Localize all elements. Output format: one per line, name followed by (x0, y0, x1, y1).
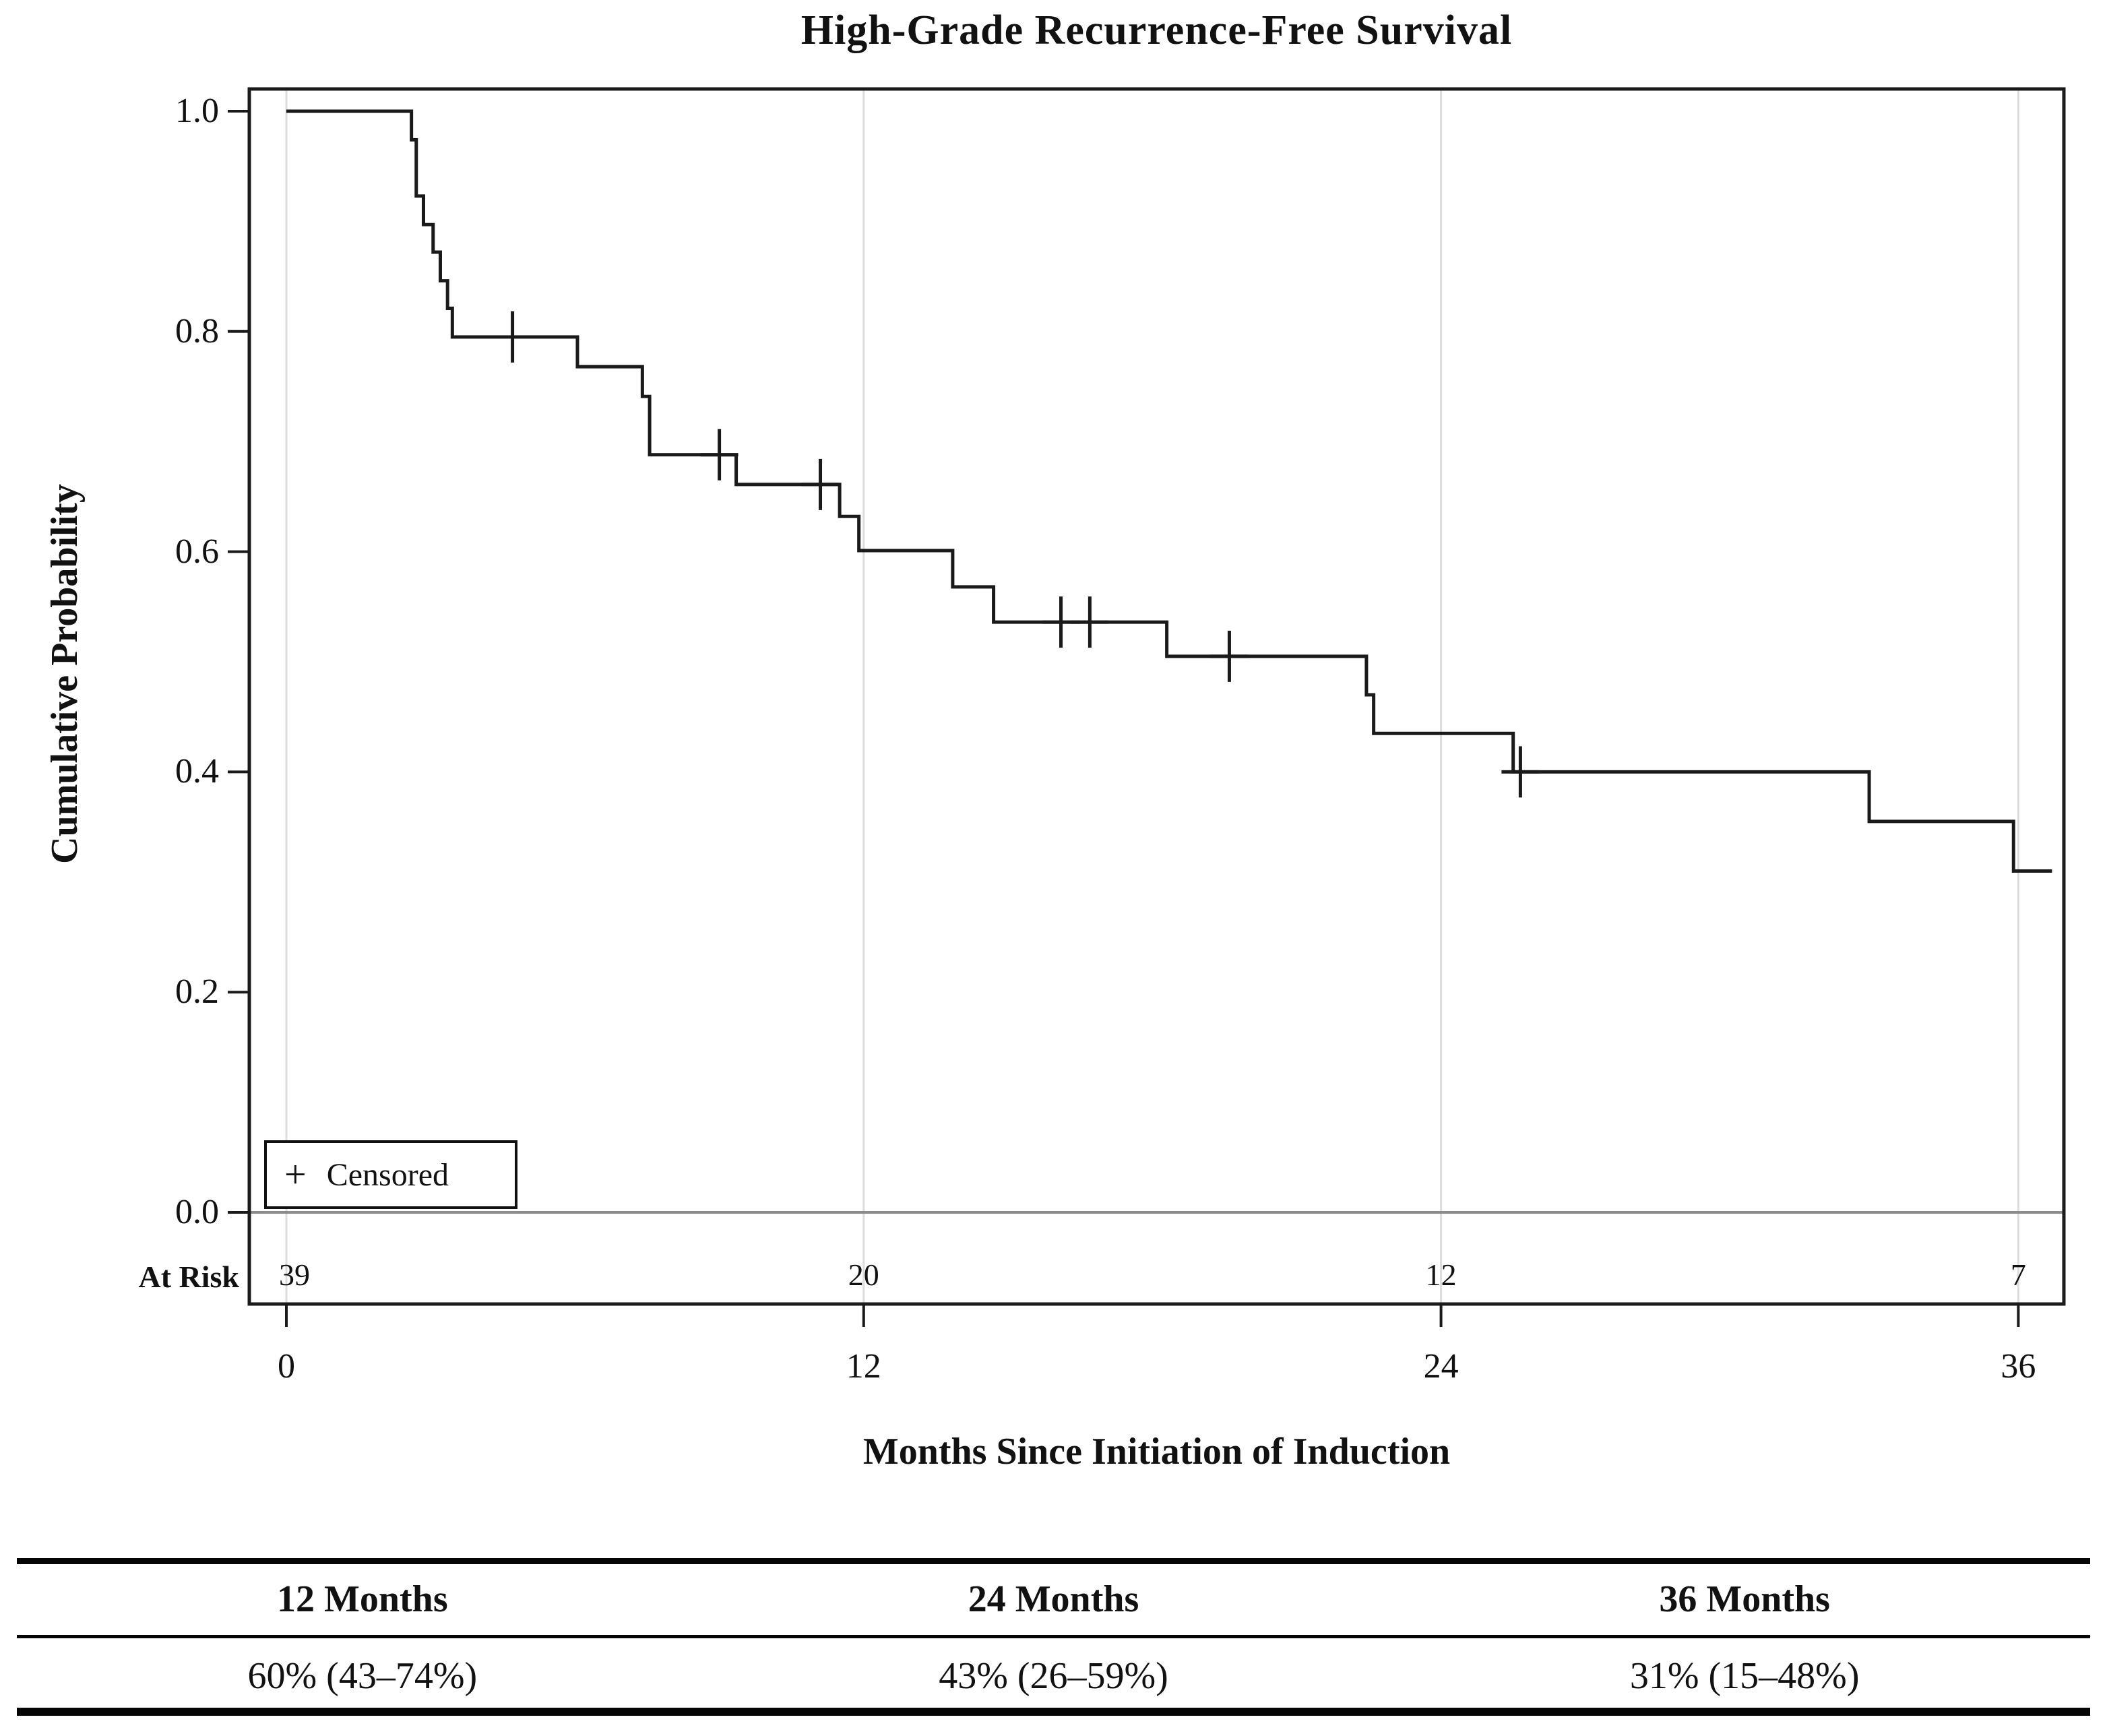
at-risk-count-24: 12 (1425, 1258, 1457, 1292)
censor-plus-icon: + (284, 1152, 307, 1196)
summary-table-value-row: 60% (43–74%) 43% (26–59%) 31% (15–48%) (17, 1654, 2090, 1698)
table-rule-top (17, 1558, 2090, 1564)
table-value-cell: 60% (43–74%) (247, 1655, 478, 1697)
x-axis-title: Months Since Initiation of Induction (862, 1431, 1451, 1472)
chart-title: High-Grade Recurrence-Free Survival (800, 7, 1513, 53)
x-tick-label: 0 (278, 1347, 295, 1386)
y-axis-title: Cumulative Probability (44, 484, 86, 864)
at-risk-label: At Risk (138, 1260, 239, 1294)
table-rule-bottom (17, 1708, 2090, 1716)
at-risk-count-36: 7 (2010, 1258, 2026, 1292)
table-value-cell: 43% (26–59%) (939, 1655, 1168, 1697)
table-rule-middle (17, 1635, 2090, 1638)
y-tick-label: 0.0 (175, 1193, 219, 1231)
table-header-cell: 24 Months (968, 1578, 1139, 1620)
plot-frame (247, 87, 2066, 1306)
y-tick-label: 0.8 (175, 311, 219, 350)
x-tick-label: 12 (846, 1347, 881, 1386)
y-tick-label: 0.2 (175, 972, 219, 1012)
x-tick-label: 24 (1423, 1347, 1459, 1386)
x-tick-label: 36 (2001, 1347, 2036, 1386)
table-value-cell: 31% (15–48%) (1629, 1655, 1860, 1697)
y-tick-label: 1.0 (175, 92, 219, 130)
censored-legend-label: Censored (326, 1156, 449, 1193)
km-curve (286, 109, 2052, 873)
y-tick-label: 0.4 (175, 752, 219, 791)
summary-table-header-row: 12 Months 24 Months 36 Months (17, 1577, 2090, 1621)
at-risk-count-0: 39 (279, 1258, 310, 1292)
censored-legend: + Censored (264, 1140, 517, 1209)
y-tick-label: 0.6 (175, 532, 219, 571)
table-header-cell: 36 Months (1659, 1578, 1830, 1620)
table-header-cell: 12 Months (277, 1578, 448, 1620)
at-risk-count-12: 20 (848, 1258, 879, 1292)
